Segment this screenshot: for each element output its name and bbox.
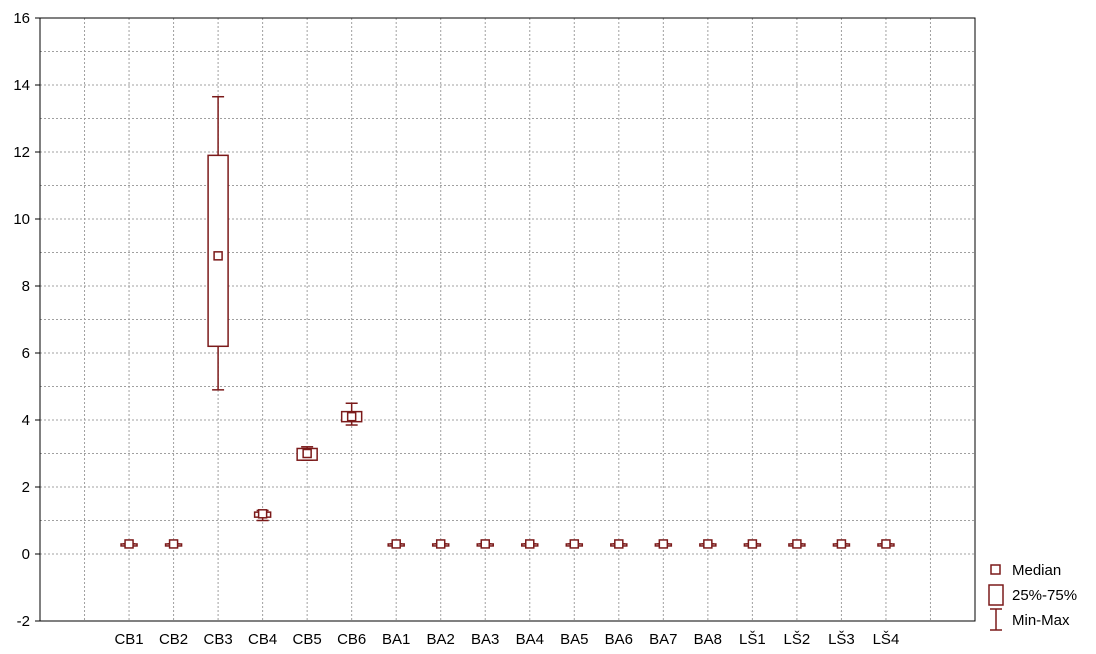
median-marker (302, 448, 312, 459)
median-marker (658, 539, 669, 549)
box-marks (120, 95, 895, 549)
x-tick-label: BA2 (427, 631, 455, 648)
x-tick-label: BA3 (471, 631, 499, 648)
x-tick-label: CB6 (337, 631, 366, 648)
box-BA2 (431, 539, 450, 549)
x-tick-label: LŠ2 (784, 631, 811, 648)
x-tick-label: CB3 (204, 631, 233, 648)
box-LŠ2 (788, 539, 806, 549)
x-tick-label: BA5 (560, 631, 588, 648)
median-marker (614, 539, 624, 549)
median-marker (703, 539, 713, 549)
x-tick-label: BA1 (382, 631, 410, 648)
x-tick-label: LŠ1 (739, 631, 766, 648)
median-marker (569, 539, 580, 549)
x-tick-label: LŠ3 (828, 631, 855, 648)
median-marker (435, 539, 446, 549)
box-CB2 (164, 539, 183, 549)
y-tick-label: 12 (13, 144, 30, 161)
median-marker (257, 509, 268, 519)
median-marker (391, 539, 401, 549)
median-marker (480, 539, 490, 549)
x-tick-label: LŠ4 (873, 631, 900, 648)
box-BA1 (387, 539, 405, 549)
y-tick-label: 8 (22, 278, 30, 295)
box-LŠ3 (832, 539, 851, 549)
plot-area-frame (39, 17, 976, 622)
x-tick-label: CB4 (248, 631, 277, 648)
x-tick-label: CB5 (293, 631, 322, 648)
box-CB3 (207, 95, 229, 391)
x-tick-label: BA6 (605, 631, 633, 648)
y-tick-label: -2 (17, 613, 30, 630)
box-CB5 (296, 446, 318, 461)
grid-lines (40, 18, 975, 621)
y-tick-label: 2 (22, 479, 30, 496)
box-CB4 (253, 509, 272, 522)
box-BA6 (610, 539, 628, 549)
x-tick-label: CB2 (159, 631, 188, 648)
y-tick-label: 4 (22, 412, 30, 429)
box-LŠ4 (877, 539, 895, 549)
y-axis: -2 0 2 4 6 8 10 12 14 16 (13, 10, 40, 630)
y-tick-label: 10 (13, 211, 30, 228)
legend-median-icon (990, 564, 1001, 575)
box-BA4 (521, 539, 539, 549)
median-marker (168, 539, 179, 549)
median-marker (346, 411, 357, 422)
median-marker (836, 539, 847, 549)
legend-box-label: 25%-75% (1012, 587, 1077, 604)
x-tick-label: CB1 (114, 631, 143, 648)
legend-whisker-label: Min-Max (1012, 612, 1070, 629)
box-CB6 (340, 402, 363, 426)
y-tick-label: 0 (22, 546, 30, 563)
median-marker (881, 539, 891, 549)
median-marker (525, 539, 535, 549)
x-tick-label: BA4 (516, 631, 544, 648)
box-BA5 (565, 539, 584, 549)
legend: Median 25%-75% Min-Max (988, 562, 1077, 631)
y-tick-label: 16 (13, 10, 30, 27)
box-BA3 (476, 539, 494, 549)
x-axis: CB1 CB2 CB3 CB4 CB5 CB6 BA1 BA2 BA3 BA4 BA5 BA6 BA7 B… (114, 631, 899, 648)
iqr-box (207, 154, 229, 348)
legend-box-icon (988, 584, 1004, 606)
box-LŠ1 (743, 539, 762, 549)
box-BA7 (654, 539, 673, 549)
median-marker (124, 539, 134, 549)
box-BA8 (699, 539, 717, 549)
legend-median-label: Median (1012, 562, 1061, 579)
x-tick-label: BA8 (694, 631, 722, 648)
x-tick-label: BA7 (649, 631, 677, 648)
median-marker (792, 539, 802, 549)
legend-whisker-icon (990, 608, 1002, 631)
median-marker (747, 539, 758, 549)
y-tick-label: 14 (13, 77, 30, 94)
box-CB1 (120, 539, 138, 549)
median-marker (213, 251, 223, 261)
y-tick-label: 6 (22, 345, 30, 362)
